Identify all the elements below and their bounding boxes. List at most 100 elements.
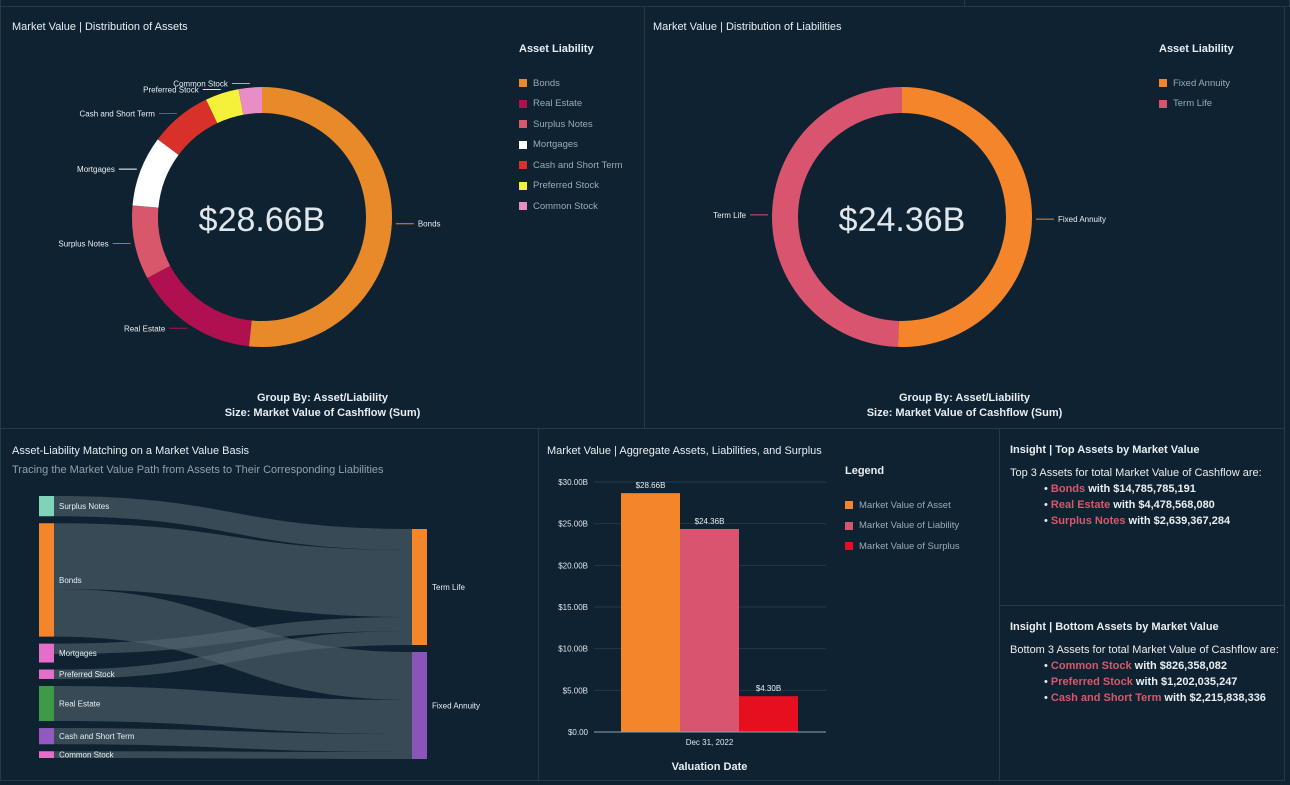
- bar-legend-title: Legend: [845, 465, 885, 477]
- donut-slice-term-life[interactable]: [771, 87, 902, 347]
- slice-label: Term Life: [713, 211, 746, 220]
- donut-slice-surplus-notes[interactable]: [132, 205, 171, 279]
- y-tick-label: $0.00: [568, 728, 589, 737]
- legend-item-preferred-stock[interactable]: Preferred Stock: [519, 176, 623, 197]
- slice-label: Fixed Annuity: [1058, 215, 1106, 224]
- legend-swatch: [519, 202, 527, 211]
- donut-slice-preferred-stock[interactable]: [206, 89, 244, 124]
- legend-swatch: [519, 120, 527, 129]
- insight-top-panel: Insight | Top Assets by Market Value Top…: [999, 428, 1285, 606]
- donut-slice-real-estate[interactable]: [147, 265, 252, 347]
- donut-slice-mortgages[interactable]: [132, 139, 179, 208]
- insight-bottom-panel: Insight | Bottom Assets by Market Value …: [999, 605, 1285, 781]
- legend-item-fixed-annuity[interactable]: Fixed Annuity: [1159, 73, 1234, 94]
- bar-market-value-of-surplus[interactable]: [739, 696, 798, 732]
- bar-data-label: $28.66B: [636, 481, 666, 490]
- sankey-node-bonds[interactable]: [39, 523, 54, 637]
- insight-asset-value: with $14,785,785,191: [1085, 483, 1196, 495]
- liabilities-legend-title: Asset Liability: [1159, 43, 1234, 55]
- insight-asset-name: Cash and Short Term: [1050, 692, 1162, 704]
- liabilities-footer: Group By: Asset/Liability Size: Market V…: [645, 391, 1284, 421]
- insight-asset-value: with $1,202,035,247: [1132, 676, 1238, 688]
- insight-asset-name: Bonds: [1050, 483, 1086, 495]
- legend-swatch: [845, 521, 853, 530]
- sankey-flow-real-estate-to-fixed-annuity[interactable]: [54, 685, 412, 734]
- legend-label: Bonds: [533, 77, 560, 89]
- legend-item-common-stock[interactable]: Common Stock: [519, 196, 623, 217]
- insight-item-bonds: Bonds with $14,785,785,191: [1044, 481, 1280, 497]
- sankey-node-label: Cash and Short Term: [59, 732, 135, 741]
- assets-distribution-panel: Market Value | Distribution of Assets Bo…: [0, 6, 645, 429]
- sankey-flow-surplus-notes-to-term-life[interactable]: [54, 496, 412, 550]
- sankey-node-label: Surplus Notes: [59, 502, 109, 511]
- legend-item-surplus-notes[interactable]: Surplus Notes: [519, 114, 623, 135]
- legend-item-mortgages[interactable]: Mortgages: [519, 135, 623, 156]
- legend-item-market-value-of-surplus[interactable]: Market Value of Surplus: [845, 536, 960, 557]
- sankey-flow-common-stock-to-fixed-annuity[interactable]: [54, 751, 412, 759]
- assets-footer-group-by: Group By: Asset/Liability: [256, 392, 388, 404]
- sankey-node-fixed-annuity[interactable]: [412, 652, 427, 759]
- insight-bottom-intro: Bottom 3 Assets for total Market Value o…: [1010, 644, 1279, 656]
- legend-item-real-estate[interactable]: Real Estate: [519, 94, 623, 115]
- sankey-node-mortgages[interactable]: [39, 643, 54, 663]
- sankey-node-real-estate[interactable]: [39, 685, 54, 722]
- y-tick-label: $20.00B: [558, 561, 588, 570]
- legend-swatch: [519, 161, 527, 170]
- legend-swatch: [1159, 99, 1167, 108]
- liabilities-panel-title: Market Value | Distribution of Liabiliti…: [653, 21, 842, 33]
- legend-item-term-life[interactable]: Term Life: [1159, 94, 1234, 115]
- y-tick-label: $25.00B: [558, 520, 588, 529]
- legend-swatch: [519, 79, 527, 88]
- sankey-node-term-life[interactable]: [412, 529, 427, 645]
- sankey-flow-mortgages-to-term-life[interactable]: [54, 617, 412, 655]
- sankey-node-label: Real Estate: [59, 700, 101, 709]
- donut-slice-fixed-annuity[interactable]: [897, 87, 1032, 347]
- bar-market-value-of-asset[interactable]: [621, 493, 680, 732]
- insight-asset-value: with $2,215,838,336: [1161, 692, 1266, 704]
- legend-label: Surplus Notes: [533, 118, 593, 130]
- legend-label: Market Value of Liability: [859, 520, 960, 532]
- bar-market-value-of-liability[interactable]: [680, 529, 739, 732]
- insight-asset-value: with $4,478,568,080: [1110, 499, 1215, 511]
- y-tick-label: $10.00B: [558, 645, 588, 654]
- donut-slice-bonds[interactable]: [248, 87, 392, 347]
- sankey-node-surplus-notes[interactable]: [39, 496, 54, 517]
- insight-bottom-body: Bottom 3 Assets for total Market Value o…: [1010, 642, 1280, 706]
- liabilities-donut-chart: Fixed Annuity Term Life $24.36B: [713, 87, 1106, 347]
- donut-slice-common-stock[interactable]: [238, 87, 262, 115]
- sankey-flow-bonds-to-fixed-annuity[interactable]: [54, 589, 412, 700]
- legend-item-market-value-of-asset[interactable]: Market Value of Asset: [845, 495, 960, 516]
- insight-asset-name: Preferred Stock: [1050, 676, 1133, 688]
- legend-label: Market Value of Surplus: [859, 540, 960, 552]
- donut-slice-cash-and-short-term[interactable]: [157, 99, 218, 155]
- sankey-flow-bonds-to-term-life[interactable]: [54, 523, 412, 617]
- assets-legend-title: Asset Liability: [519, 43, 594, 55]
- assets-footer-size: Size: Market Value of Cashflow (Sum): [224, 407, 421, 419]
- sankey-node-preferred-stock[interactable]: [39, 669, 54, 679]
- liabilities-footer-size: Size: Market Value of Cashflow (Sum): [866, 407, 1063, 419]
- insight-top-title: Insight | Top Assets by Market Value: [1010, 444, 1200, 456]
- slice-label: Surplus Notes: [58, 240, 108, 249]
- insight-item-cash-and-short-term: Cash and Short Term with $2,215,838,336: [1044, 690, 1280, 706]
- insight-top-intro: Top 3 Assets for total Market Value of C…: [1010, 467, 1262, 479]
- assets-footer: Group By: Asset/Liability Size: Market V…: [1, 391, 644, 421]
- sankey-node-common-stock[interactable]: [39, 751, 54, 758]
- legend-swatch: [519, 181, 527, 190]
- y-tick-label: $5.00B: [563, 686, 588, 695]
- liabilities-footer-group-by: Group By: Asset/Liability: [898, 392, 1030, 404]
- legend-item-bonds[interactable]: Bonds: [519, 73, 623, 94]
- sankey-flow-preferred-stock-to-term-life[interactable]: [54, 631, 412, 679]
- sankey-node-cash-and-short-term[interactable]: [39, 728, 54, 745]
- assets-legend: Asset Liability Bonds Real Estate Surplus …: [519, 43, 623, 217]
- legend-item-cash-and-short-term[interactable]: Cash and Short Term: [519, 155, 623, 176]
- insight-item-surplus-notes: Surplus Notes with $2,639,367,284: [1044, 513, 1280, 529]
- sankey-node-label: Mortgages: [59, 649, 97, 658]
- sankey-flow-cash-and-short-term-to-fixed-annuity[interactable]: [54, 728, 412, 752]
- bar-data-label: $4.30B: [756, 684, 781, 693]
- legend-item-market-value-of-liability[interactable]: Market Value of Liability: [845, 516, 960, 537]
- sankey-node-label: Common Stock: [59, 751, 115, 760]
- insight-item-real-estate: Real Estate with $4,478,568,080: [1044, 497, 1280, 513]
- sankey-node-label: Fixed Annuity: [432, 702, 480, 711]
- slice-label: Common Stock: [173, 80, 229, 89]
- sankey-node-label: Term Life: [432, 583, 465, 592]
